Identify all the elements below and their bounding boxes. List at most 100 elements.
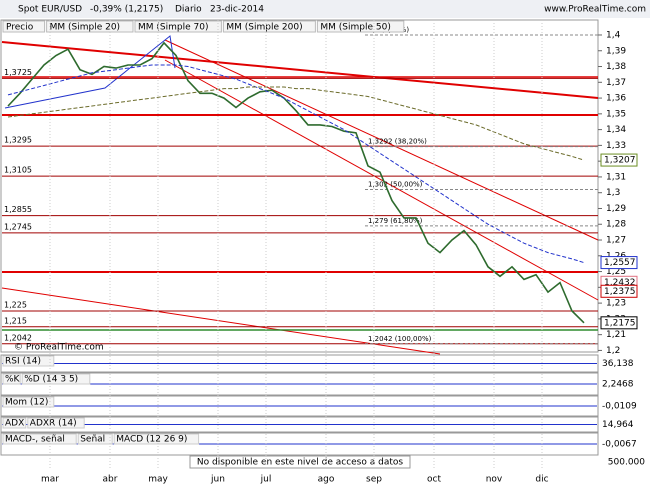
legend-box bbox=[316, 20, 405, 33]
trend-line bbox=[164, 39, 599, 241]
legend-entry: MM (Simple 20) bbox=[50, 23, 120, 33]
trend-line bbox=[164, 59, 599, 301]
y-tick-label: 1,21 bbox=[606, 330, 626, 340]
indicator-value: 36,138 bbox=[602, 359, 634, 369]
indicator-name: %D (14 3 5) bbox=[24, 375, 78, 385]
trend-lines bbox=[1, 39, 599, 355]
legend-box bbox=[134, 20, 222, 33]
level-label: 1,2042 bbox=[4, 333, 32, 342]
indicator-name-box bbox=[2, 373, 21, 385]
price-label-box bbox=[600, 153, 638, 167]
y-tick-label: 1,2 bbox=[606, 346, 620, 356]
legend-entry: Precio bbox=[6, 23, 34, 33]
trend-line bbox=[1, 287, 441, 355]
x-tick-label: mar bbox=[41, 475, 59, 485]
indicator-name: Mom (12) bbox=[5, 398, 48, 408]
indicator-value: -0,0067 bbox=[602, 440, 637, 450]
plot-frame bbox=[0, 19, 599, 353]
legend-box bbox=[222, 20, 316, 33]
volume-box bbox=[189, 455, 411, 469]
watermark: © ProRealTime.com bbox=[14, 343, 104, 353]
level-label: 1,3725 bbox=[4, 68, 32, 77]
volume-value: 500.000 bbox=[608, 458, 645, 468]
level-label: 1,3105 bbox=[4, 166, 32, 175]
legend-entry: MM (Simple 50) bbox=[320, 23, 390, 33]
fibonacci-label: 1,2042 (100,00%) bbox=[368, 335, 432, 343]
indicator-value: -0,0109 bbox=[602, 402, 637, 412]
y-tick-label: 1,37 bbox=[606, 78, 626, 88]
indicator-panels: RSI (14) 36,138 %K %D (14 3 5) 2,2468 Mom (12… bbox=[0, 354, 637, 456]
indicator-name-box bbox=[21, 373, 91, 385]
price-label: 1,2432 bbox=[604, 278, 636, 288]
indicator-value: 2,2468 bbox=[602, 380, 634, 390]
site: www.ProRealTime.com bbox=[544, 5, 646, 15]
indicator-name: ADX bbox=[5, 419, 24, 429]
x-tick-label: jun bbox=[210, 475, 225, 485]
change: -0,39% (1,2175) bbox=[90, 5, 163, 15]
legend-entry: MM (Simple 70) bbox=[138, 23, 208, 33]
indicator-name: RSI (14) bbox=[5, 357, 41, 367]
legend: Precio MM (Simple 20) MM (Simple 70) MM (Si… bbox=[2, 20, 405, 33]
y-tick-label: 1,29 bbox=[606, 204, 626, 214]
fibonacci-label: 1,302 (50,00%) bbox=[368, 181, 423, 189]
y-tick-label: 1,28 bbox=[606, 220, 626, 230]
x-tick-label: abr bbox=[103, 475, 118, 485]
x-tick-label: dic bbox=[535, 475, 548, 485]
indicator-name-box bbox=[2, 433, 77, 445]
level-label: 1,225 bbox=[4, 300, 27, 309]
level-label: 1,2745 bbox=[4, 222, 32, 231]
legend-entry: MM (Simple 200) bbox=[226, 23, 302, 33]
indicator-name: ADXR (14) bbox=[30, 419, 77, 429]
level-label: 1,3295 bbox=[4, 136, 32, 145]
x-tick-label: jul bbox=[260, 475, 272, 485]
indicator-name: MACD (12 26 9) bbox=[116, 435, 187, 445]
date: 23-dic-2014 bbox=[210, 5, 264, 15]
price-label: 1,2175 bbox=[604, 318, 636, 328]
legend-box bbox=[46, 20, 134, 33]
price-label-box bbox=[600, 256, 638, 270]
fibonacci-label: 1,279 (61,80%) bbox=[368, 217, 423, 225]
trend-line bbox=[1, 41, 599, 99]
header-bar bbox=[0, 0, 650, 18]
indicator-name-box bbox=[2, 355, 55, 367]
moving-average bbox=[7, 64, 585, 264]
x-tick-label: ago bbox=[318, 475, 335, 485]
indicator-name-box bbox=[27, 417, 85, 429]
x-tick-label: may bbox=[148, 475, 168, 485]
y-tick-label: 1,36 bbox=[606, 94, 626, 104]
fibonacci-label: 1,3292 (38,20%) bbox=[368, 138, 427, 146]
y-tick-label: 1,23 bbox=[606, 299, 626, 309]
y-tick-label: 1,27 bbox=[606, 236, 626, 246]
y-tick-label: 1,35 bbox=[606, 109, 626, 119]
level-label: 1,2855 bbox=[4, 205, 32, 214]
y-tick-label: 1,38 bbox=[606, 62, 626, 72]
price-label: 1,3207 bbox=[604, 156, 636, 166]
y-tick-label: 1,34 bbox=[606, 125, 626, 135]
y-tick-label: 1,31 bbox=[606, 172, 626, 182]
moving-average bbox=[7, 86, 585, 161]
main-panel: 1,41,391,381,371,361,351,341,331,321,311… bbox=[2, 26, 638, 356]
price-label: 1,2375 bbox=[604, 287, 636, 297]
indicator-name-box bbox=[2, 396, 55, 408]
level-label: 1,215 bbox=[4, 316, 27, 325]
indicator-name: MACD-, señal bbox=[5, 435, 65, 445]
price-label-box bbox=[600, 284, 638, 298]
indicator-name: %K bbox=[5, 375, 21, 385]
indicator-name-box bbox=[77, 433, 113, 445]
y-tick-label: 1,39 bbox=[606, 46, 626, 56]
indicator-value: 14,964 bbox=[602, 420, 634, 430]
price-label-box bbox=[600, 316, 638, 330]
volume-message: No disponible en este nivel de acceso a … bbox=[197, 458, 403, 468]
y-tick-label: 1,33 bbox=[606, 141, 626, 151]
indicator-name-box bbox=[113, 433, 200, 445]
y-tick-label: 1,4 bbox=[606, 30, 621, 40]
indicator-name: Señal bbox=[80, 435, 105, 445]
x-tick-label: sep bbox=[366, 475, 382, 485]
x-tick-label: oct bbox=[427, 475, 441, 485]
y-tick-label: 1,25 bbox=[606, 267, 626, 277]
price-line bbox=[7, 41, 585, 324]
indicator-name-box bbox=[2, 417, 27, 429]
price-label: 1,2557 bbox=[604, 258, 636, 268]
symbol: Spot EUR/USD bbox=[18, 5, 82, 15]
y-tick-label: 1,3 bbox=[606, 188, 620, 198]
